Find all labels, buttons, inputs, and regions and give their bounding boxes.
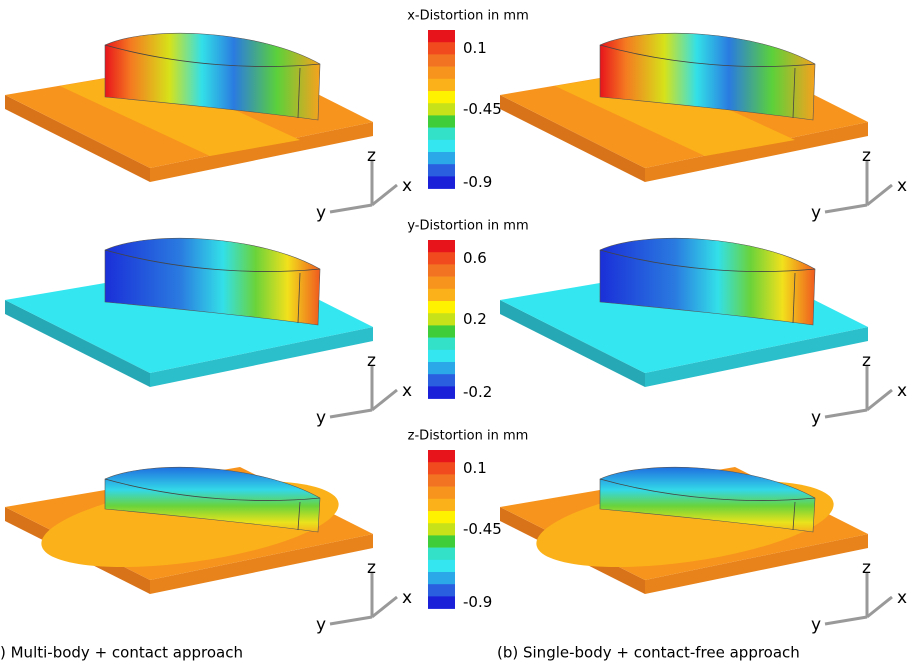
colorbar-label: -0.45	[463, 100, 502, 118]
colorbar-band	[428, 523, 455, 536]
axis-arrow	[330, 205, 372, 212]
render-3d: z x y	[500, 238, 907, 428]
axis-label: y	[811, 615, 821, 635]
axis-arrow	[825, 205, 867, 212]
colorbar-band	[428, 289, 455, 302]
axis-label: x	[402, 588, 412, 608]
figure: ) Multi-body + contact approach (b) Sing…	[0, 0, 921, 665]
colorbar-band	[428, 67, 455, 80]
caption: ) Multi-body + contact approach	[0, 644, 243, 662]
colorbar-title: z-Distortion in mm	[408, 429, 529, 444]
axis-label: x	[897, 588, 907, 608]
colorbar-label: -0.9	[463, 173, 492, 191]
colorbar-band	[428, 176, 455, 189]
axis-label: z	[367, 351, 376, 371]
colorbar-band	[428, 325, 455, 338]
render-3d: z x y	[5, 33, 412, 223]
colorbar-band	[428, 79, 455, 92]
axis-label: y	[316, 615, 326, 635]
colorbar-band	[428, 535, 455, 548]
colorbar-band	[428, 103, 455, 116]
colorbar-band	[428, 350, 455, 363]
axis-arrow	[330, 410, 372, 417]
axis-arrow	[330, 617, 372, 624]
colorbar-band	[428, 374, 455, 387]
colorbar-band	[428, 450, 455, 463]
colorbar-band	[428, 115, 455, 128]
axis-label: z	[862, 146, 871, 166]
colorbar-band	[428, 91, 455, 104]
colorbar-label: -0.2	[463, 383, 492, 401]
axis-label: z	[367, 558, 376, 578]
colorbar-band	[428, 572, 455, 585]
colorbar-band	[428, 596, 455, 609]
render-3d: z x y	[5, 238, 412, 428]
colorbar-band	[428, 240, 455, 253]
colorbar-band	[428, 511, 455, 524]
axis-label: y	[316, 408, 326, 428]
colorbar-band	[428, 301, 455, 314]
colorbar-label: 0.6	[463, 249, 487, 267]
colorbar-band	[428, 54, 455, 67]
axis-label: y	[811, 408, 821, 428]
axis-arrow	[372, 185, 397, 205]
colorbar-band	[428, 140, 455, 153]
axis-label: z	[862, 351, 871, 371]
colorbar-label: 0.1	[463, 459, 487, 477]
colorbar-label: -0.45	[463, 520, 502, 538]
colorbar-band	[428, 362, 455, 375]
axis-label: x	[402, 176, 412, 196]
colorbar-band	[428, 386, 455, 399]
colorbar-band	[428, 252, 455, 265]
axis-label: z	[862, 558, 871, 578]
colorbar-label: 0.1	[463, 39, 487, 57]
render-3d: z x y	[500, 33, 907, 223]
colorbar-band	[428, 474, 455, 487]
axis-arrow	[372, 390, 397, 410]
axis-label: y	[316, 203, 326, 223]
colorbar-band	[428, 152, 455, 165]
colorbar-band	[428, 584, 455, 597]
axis-label: x	[897, 381, 907, 401]
colorbar-band	[428, 264, 455, 277]
colorbar-band	[428, 277, 455, 290]
colorbar-band	[428, 487, 455, 500]
colorbar-title: y-Distortion in mm	[407, 219, 528, 234]
colorbar-band	[428, 548, 455, 561]
colorbar-band	[428, 42, 455, 55]
axis-arrow	[825, 617, 867, 624]
axis-arrow	[825, 410, 867, 417]
colorbar-band	[428, 462, 455, 475]
axis-arrow	[372, 597, 397, 617]
axis-arrow	[867, 185, 892, 205]
axis-arrow	[867, 390, 892, 410]
colorbar-title: x-Distortion in mm	[407, 9, 529, 24]
colorbar-band	[428, 499, 455, 512]
axis-label: x	[897, 176, 907, 196]
render-3d: z x y	[5, 465, 412, 635]
axis-label: z	[367, 146, 376, 166]
render-3d: z x y	[500, 465, 907, 635]
colorbar-band	[428, 128, 455, 141]
colorbar-band	[428, 164, 455, 177]
colorbar-band	[428, 338, 455, 351]
colorbar-band	[428, 30, 455, 43]
colorbar-band	[428, 313, 455, 326]
axis-arrow	[867, 597, 892, 617]
caption: (b) Single-body + contact-free approach	[497, 644, 800, 662]
colorbar-label: -0.9	[463, 593, 492, 611]
colorbar-band	[428, 560, 455, 573]
colorbar-label: 0.2	[463, 310, 487, 328]
axis-label: y	[811, 203, 821, 223]
axis-label: x	[402, 381, 412, 401]
